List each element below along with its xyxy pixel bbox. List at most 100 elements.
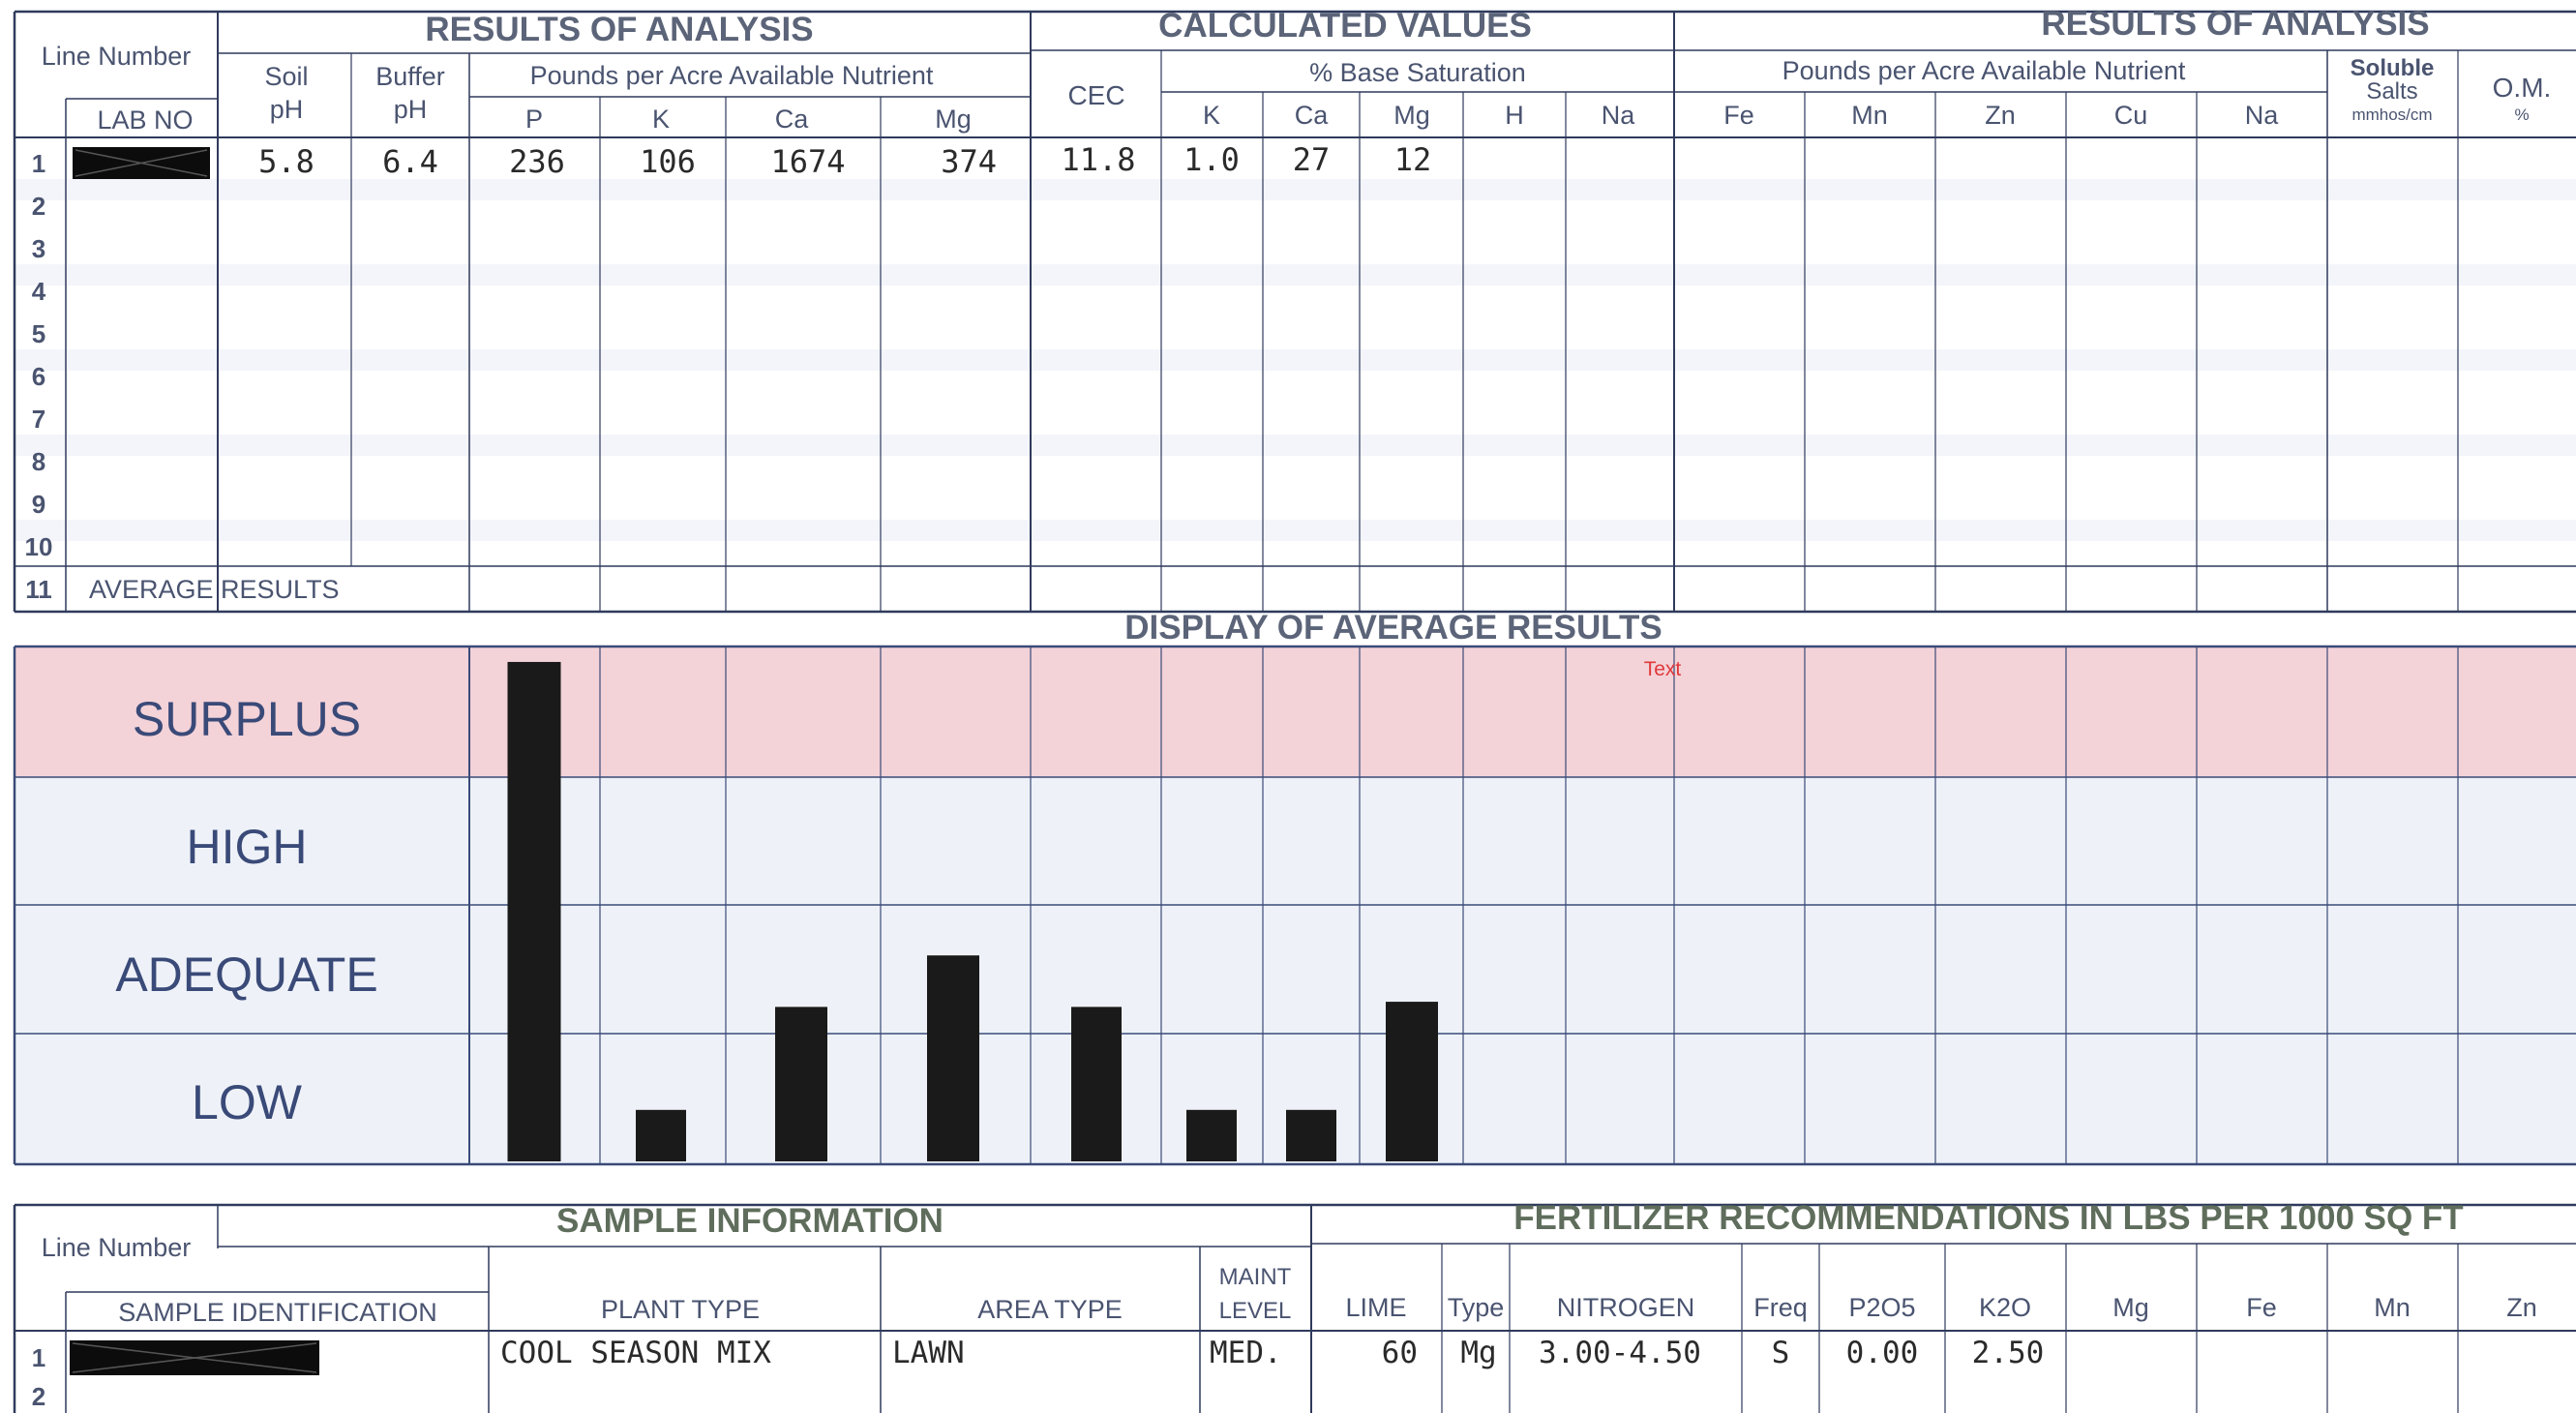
type-value: Mg [1460,1336,1496,1370]
col-ca-label: Ca [775,105,809,134]
level-low-label: LOW [192,1075,303,1129]
level-surplus-label: SURPLUS [133,692,361,746]
fert-col-p2o5: P2O5 [1848,1293,1915,1322]
line-number: 5 [32,319,45,348]
results-of-analysis-left-header: RESULTS OF ANALYSIS [425,11,813,48]
buffer-ph-label-2: pH [394,95,428,124]
line-numbers: 1 2 3 4 5 6 7 8 9 10 11 [25,149,53,604]
col-bs-mg-label: Mg [1393,101,1430,130]
mg-value: 374 [941,143,997,180]
area-type-label: AREA TYPE [977,1295,1123,1324]
bs-ca-value: 27 [1293,141,1331,178]
results-of-analysis-right-header: RESULTS OF ANALYSIS [2041,5,2429,43]
pounds-per-acre-left-label: Pounds per Acre Available Nutrient [530,61,934,90]
fert-col-k2o: K2O [1979,1293,2031,1322]
plant-type-label: PLANT TYPE [601,1295,760,1324]
maint-level-value: MED. [1210,1336,1282,1370]
average-results-label: AVERAGE RESULTS [89,575,340,604]
results-table [13,10,2576,614]
bottom-line-number: 2 [32,1382,45,1411]
line-number: 10 [25,532,53,561]
fert-col-freq: Freq [1753,1293,1808,1322]
plant-type-value: COOL SEASON MIX [500,1336,771,1370]
fert-col-mg: Mg [2112,1293,2149,1322]
maint-level-label-2: LEVEL [1219,1298,1292,1324]
bar-ca-6 [1286,1109,1336,1161]
level-adequate-label: ADEQUATE [115,947,377,1002]
cec-value: 11.8 [1061,141,1135,178]
col-mg-label: Mg [935,105,972,134]
k-value: 106 [640,143,696,180]
fert-col-lime: LIME [1345,1293,1406,1322]
soluble-salts-label-1: Soluble [2351,55,2435,81]
maint-level-label-1: MAINT [1219,1264,1292,1290]
bar-k-5 [1186,1109,1237,1161]
p-value: 236 [509,143,565,180]
fertilizer-recommendations-header: FERTILIZER RECOMMENDATIONS IN LBS PER 10… [1513,1199,2463,1237]
bar-p-0 [507,661,561,1161]
col-p-label: P [525,105,543,134]
calculated-values-header: CALCULATED VALUES [1158,7,1532,45]
col-bs-k-label: K [1203,101,1220,130]
buffer-ph-value: 6.4 [382,143,438,180]
line-number: 6 [32,362,45,391]
display-title: DISPLAY OF AVERAGE RESULTS [1124,609,1662,646]
level-high-label: HIGH [187,820,308,874]
lime-value: 60 [1382,1336,1418,1370]
line-number: 2 [32,192,45,221]
col-bs-h-label: H [1505,101,1524,130]
col-mn-label: Mn [1851,101,1888,130]
col-na-label: Na [2245,101,2279,130]
bar-mg-3 [927,955,979,1161]
fert-col-nitrogen: NITROGEN [1557,1293,1695,1322]
freq-value: S [1772,1336,1790,1370]
col-zn-label: Zn [1985,101,2016,130]
line-number: 4 [32,277,46,306]
line-number: 8 [32,447,45,476]
om-unit: % [2514,105,2529,124]
bottom-line-number-label: Line Number [42,1233,192,1262]
sample-table [13,1203,2576,1413]
soil-ph-label-2: pH [270,95,304,124]
soluble-salts-label-2: Salts [2366,78,2417,105]
bs-k-value: 1.0 [1183,141,1240,178]
bar-k-1 [636,1109,686,1161]
col-cu-label: Cu [2114,101,2148,130]
sample-row-1: COOL SEASON MIX LAWN MED. 60 Mg 3.00-4.5… [500,1336,2044,1370]
nitrogen-value: 3.00-4.50 [1539,1336,1701,1370]
pounds-per-acre-right-label: Pounds per Acre Available Nutrient [1782,56,2186,85]
lab-no-label: LAB NO [97,105,193,135]
p2o5-value: 0.00 [1846,1336,1919,1370]
col-k-label: K [652,105,670,134]
ca-value: 1674 [770,143,845,180]
normal-band [15,777,2576,1164]
col-bs-ca-label: Ca [1295,101,1329,130]
chart-bars [507,661,1438,1161]
sample-identification-label: SAMPLE IDENTIFICATION [118,1298,437,1327]
line-number: 1 [32,149,45,178]
bottom-line-number: 1 [32,1343,45,1372]
line-number: 3 [32,234,45,263]
soil-ph-label-1: Soil [264,62,308,91]
stray-text-label: Text [1644,658,1682,680]
fert-col-type: Type [1448,1293,1505,1322]
cec-label: CEC [1067,80,1124,110]
line-number: 11 [25,575,52,604]
col-bs-na-label: Na [1602,101,1635,130]
bar-ca-2 [775,1007,827,1161]
fert-col-mn: Mn [2374,1293,2411,1322]
line-number: 9 [32,490,45,519]
buffer-ph-label-1: Buffer [375,62,445,91]
bar-cec-4 [1071,1007,1122,1161]
bar-mg-7 [1386,1002,1438,1161]
soluble-salts-unit: mmhos/cm [2351,105,2432,124]
display-chart: SURPLUS HIGH ADEQUATE LOW Text [13,645,2576,1166]
sample-information-header: SAMPLE INFORMATION [556,1202,944,1240]
row-1-values: 5.8 6.4 236 106 1674 374 11.8 1.0 27 12 [258,141,1431,180]
k2o-value: 2.50 [1972,1336,2045,1370]
line-number-label: Line Number [42,42,192,71]
om-label: O.M. [2493,73,2552,103]
bs-mg-value: 12 [1394,141,1432,178]
line-number: 7 [32,405,45,434]
